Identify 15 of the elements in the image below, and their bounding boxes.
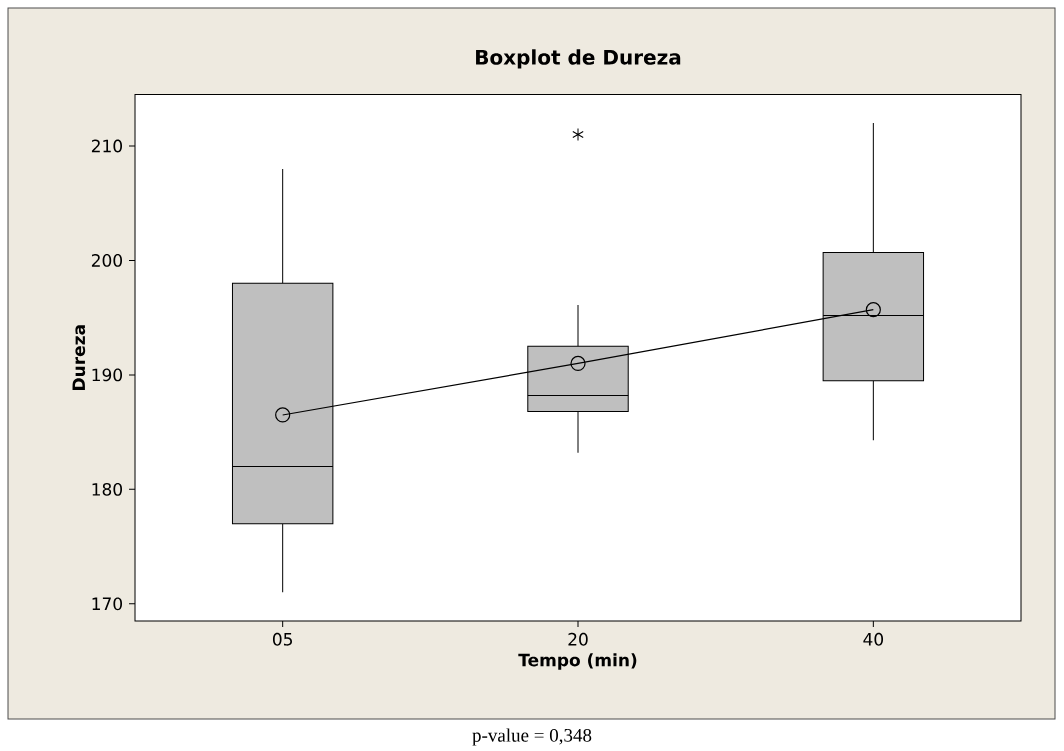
y-axis-title: Dureza [72,325,86,390]
y-tick-label: 180 [92,482,123,496]
x-tick-label: 05 [272,632,292,646]
point [275,407,291,423]
chart-title: Boxplot de Dureza [476,49,681,69]
x-axis-title: Tempo (min) [518,653,637,670]
y-tick-label: 190 [92,368,123,382]
text: p-value = 0,348 [472,728,592,746]
y-tick-label: 210 [91,139,123,153]
x-tick-label: 40 [863,632,884,646]
point [570,355,586,371]
x-tick-label: 20 [568,632,588,646]
y-tick-label: 200 [91,253,123,267]
point [865,301,881,318]
y-tick-label: 170 [92,597,123,611]
